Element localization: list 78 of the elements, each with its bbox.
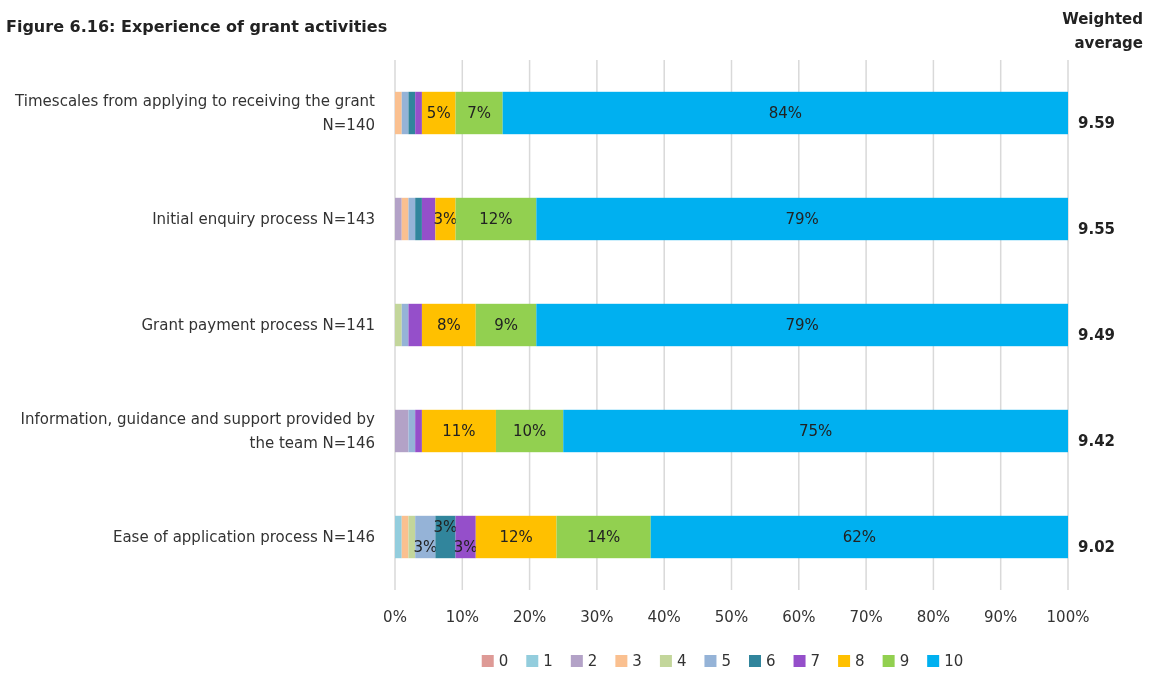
y-tick-label: Information, guidance and support provided by the team N=146: [20, 410, 376, 453]
data-label: 8%: [436, 316, 461, 335]
data-label: 9%: [494, 316, 518, 335]
text: 9.55: [1078, 220, 1116, 239]
text: 9.59: [1078, 114, 1116, 133]
bar: [650, 515, 1068, 559]
text: Weighted average: [1062, 10, 1143, 52]
data-label: 79%: [785, 210, 819, 229]
data-label: 75%: [798, 422, 833, 441]
data-label: 79%: [785, 316, 819, 335]
data-label: 10%: [512, 422, 547, 441]
bar: [536, 197, 1068, 241]
bar: [421, 409, 496, 453]
bar: [536, 303, 1068, 347]
bar: [415, 409, 422, 453]
x-tick-label: 50%: [714, 608, 749, 626]
bar: [395, 303, 402, 347]
legend-label: 1: [543, 652, 553, 671]
bar: [421, 197, 436, 241]
bar: [421, 91, 456, 135]
legend-label: 8: [855, 652, 865, 671]
bar: [563, 409, 1068, 453]
y-tick-label: Initial enquiry process N=143: [152, 210, 375, 229]
bar: [395, 197, 402, 241]
bar: [395, 409, 409, 453]
y-tick-label: Ease of application process N=146: [112, 528, 375, 547]
x-tick-label: 40%: [647, 608, 681, 626]
y-tick-label: Grant payment process N=141: [141, 316, 375, 335]
text: Figure 6.16: Experience of grant activities: [6, 17, 388, 36]
data-label: 12%: [499, 528, 533, 547]
bar: [455, 91, 503, 135]
bar: [556, 515, 651, 559]
bar: [502, 91, 1068, 135]
data-label: 5%: [426, 104, 451, 123]
data-label: 7%: [467, 104, 492, 123]
data-label: 11%: [442, 422, 476, 441]
bar: [421, 303, 476, 347]
x-tick-label: 80%: [916, 608, 951, 626]
data-label: 12%: [479, 210, 513, 229]
legend-label: 7: [810, 652, 821, 671]
x-tick-label: 90%: [984, 608, 1018, 626]
x-tick-label: 10%: [445, 608, 479, 626]
bar: [408, 515, 416, 559]
legend-label: 10: [944, 652, 964, 671]
bar: [408, 197, 416, 241]
bar: [408, 303, 422, 347]
x-tick-label: 60%: [782, 608, 816, 626]
data-label: 3%: [453, 538, 478, 557]
legend-label: 2: [587, 652, 598, 671]
text: 9.49: [1078, 326, 1116, 345]
legend-label: 0: [498, 652, 509, 671]
x-tick-label: 20%: [512, 608, 547, 626]
bar: [475, 515, 557, 559]
x-tick-label: 100%: [1046, 608, 1090, 626]
legend-label: 5: [721, 652, 731, 671]
bar: [408, 91, 416, 135]
text: 9.42: [1078, 432, 1116, 451]
bar: [395, 91, 402, 135]
data-label: 62%: [842, 528, 877, 547]
legend-label: 6: [766, 652, 776, 671]
text: 9.02: [1078, 538, 1116, 557]
data-label: 3%: [413, 538, 438, 557]
bar: [408, 409, 416, 453]
bar: [475, 303, 537, 347]
data-label: 84%: [768, 104, 803, 123]
bar: [495, 409, 564, 453]
legend-label: 9: [899, 652, 910, 671]
data-label: 14%: [586, 528, 621, 547]
bar: [395, 515, 402, 559]
bar: [415, 91, 422, 135]
y-tick-label: Timescales from applying to receiving the grant N=140: [14, 92, 376, 135]
x-tick-label: 70%: [849, 608, 883, 626]
bar: [415, 197, 422, 241]
legend-label: 3: [632, 652, 642, 671]
x-tick-label: 30%: [580, 608, 614, 626]
legend-label: 4: [676, 652, 687, 671]
x-tick-label: 0%: [383, 608, 407, 626]
bar: [455, 197, 537, 241]
